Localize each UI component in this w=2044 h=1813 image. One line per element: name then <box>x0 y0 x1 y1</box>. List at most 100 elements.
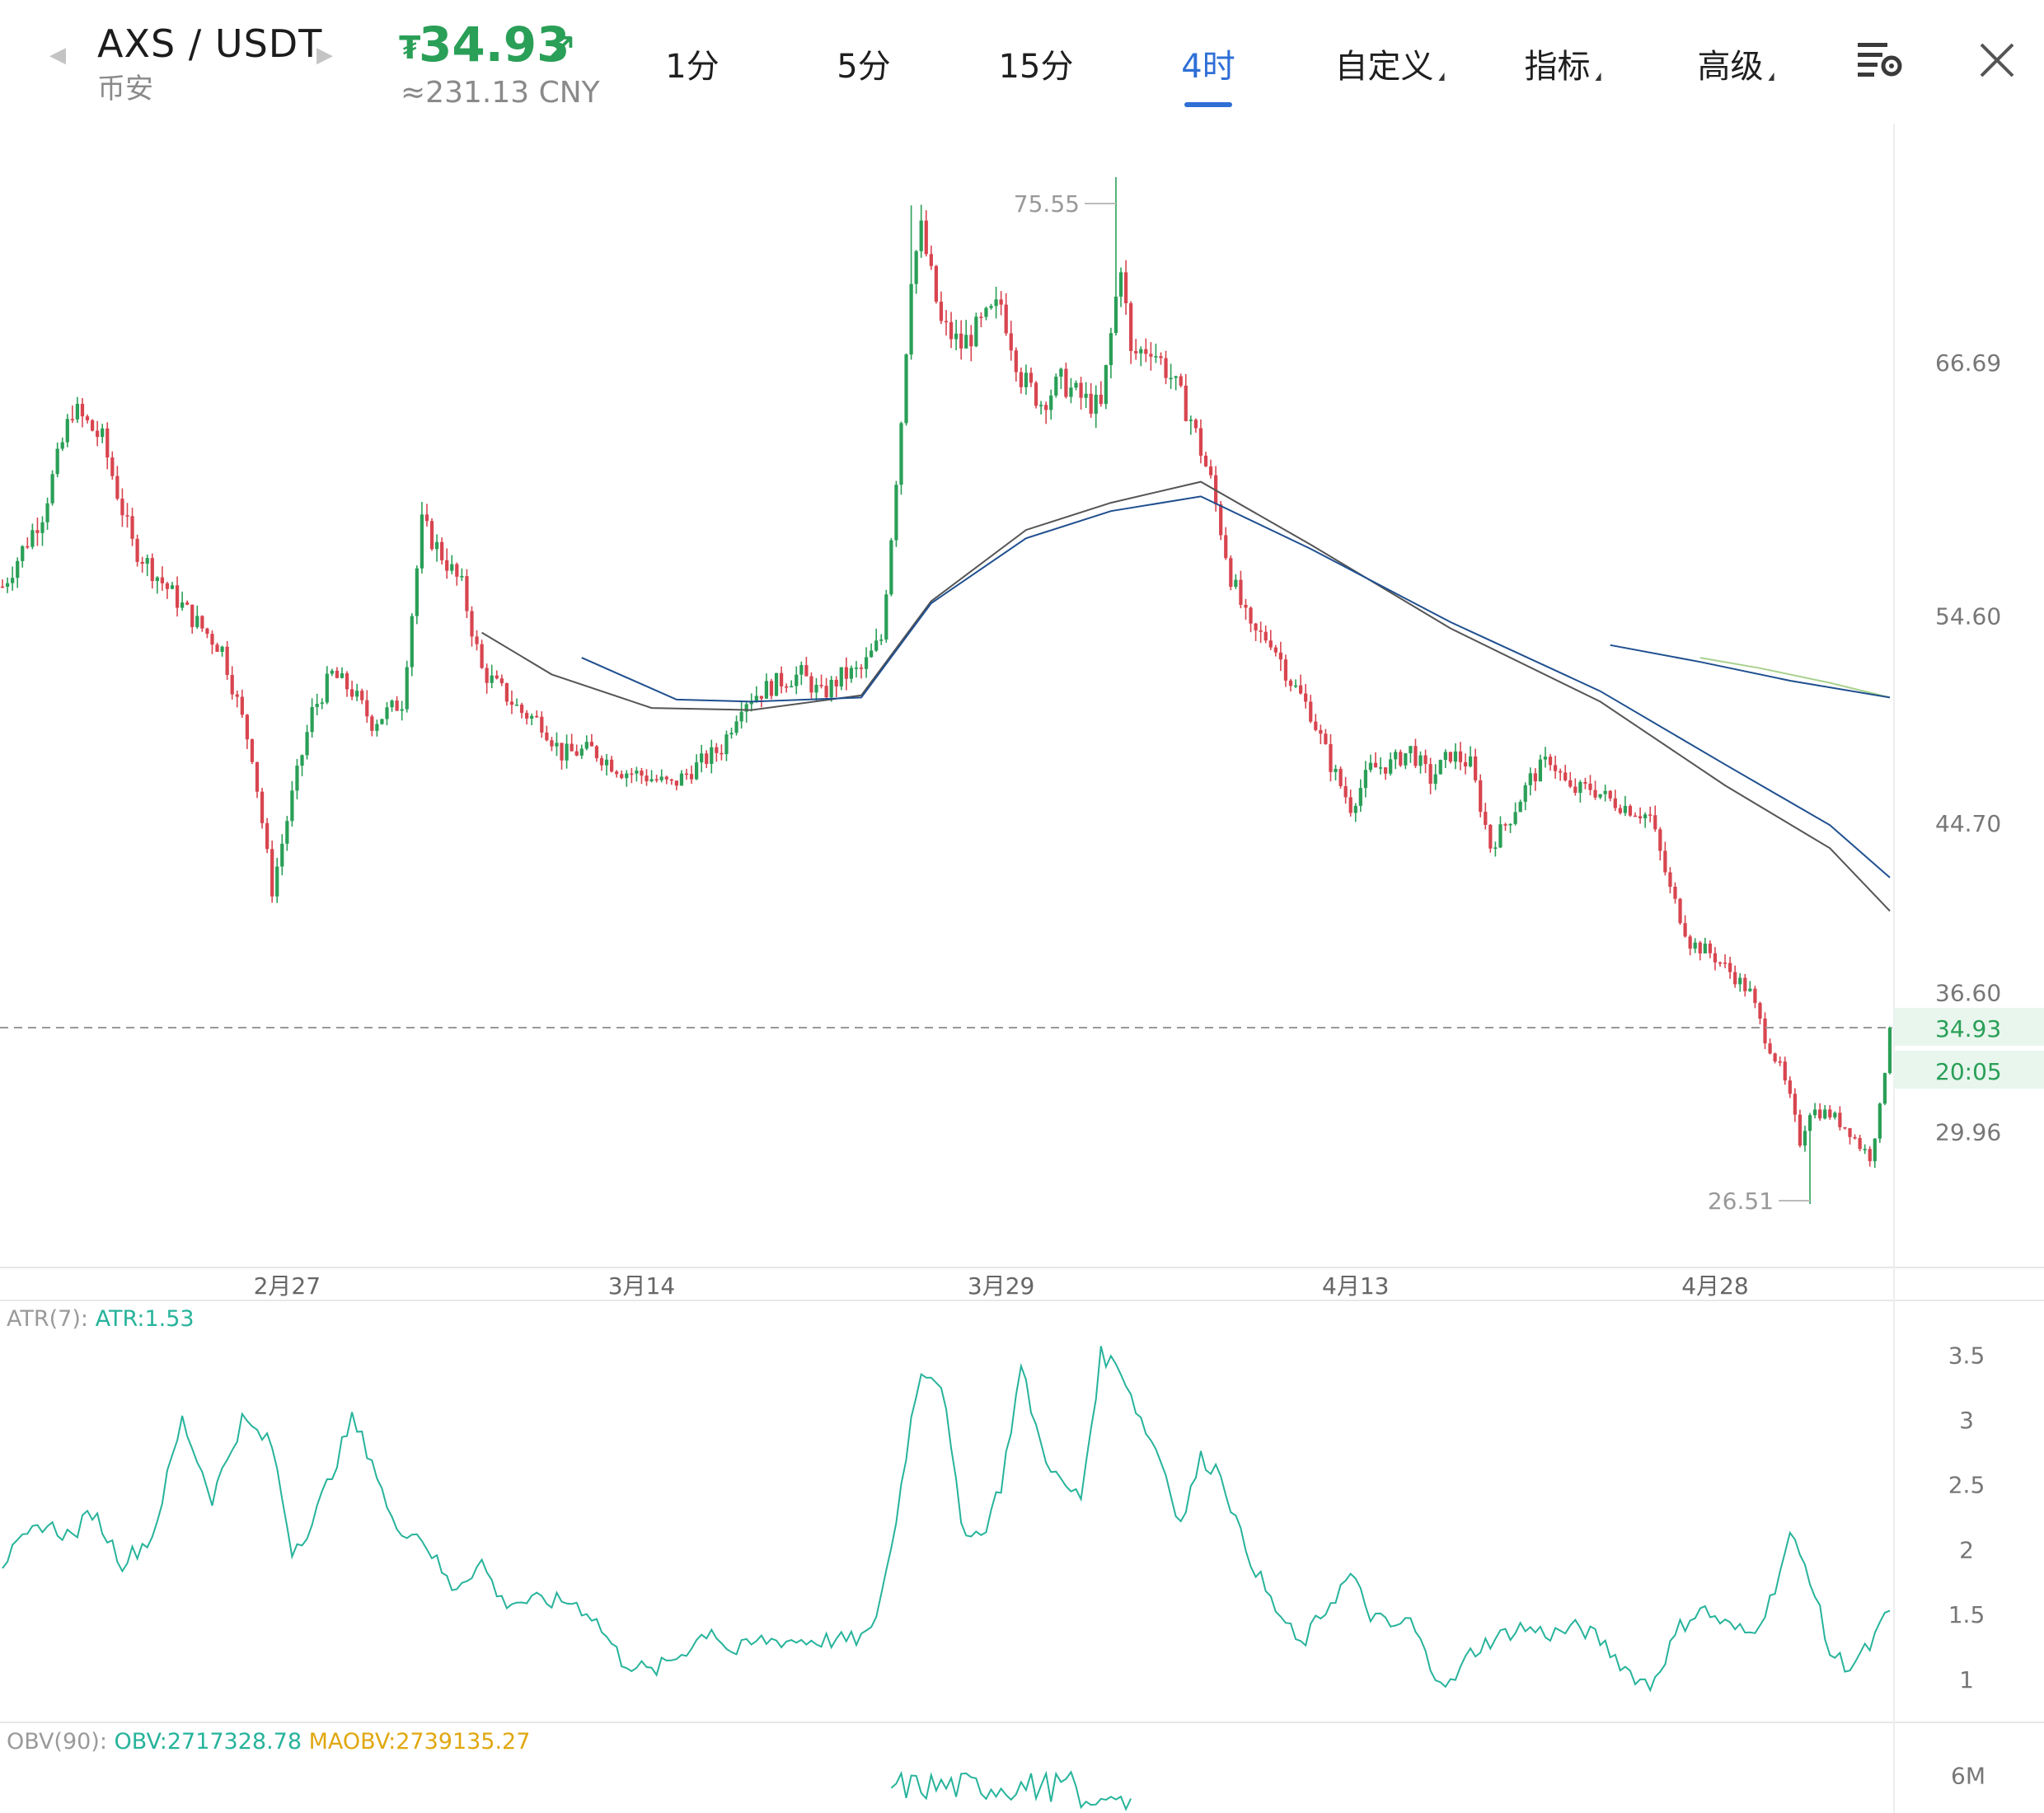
candle-body <box>90 420 95 431</box>
candle-body <box>1174 376 1178 378</box>
candle-body <box>844 667 848 679</box>
candle-body <box>1603 790 1607 794</box>
candle-body <box>894 485 898 541</box>
candle-body <box>1763 1018 1767 1044</box>
candle-body <box>445 560 449 571</box>
candle-body <box>1334 768 1338 772</box>
candle-body <box>640 771 644 776</box>
candle-body <box>1563 772 1568 780</box>
candle-body <box>904 354 908 424</box>
candle-body <box>1129 302 1133 351</box>
candle-body <box>1394 752 1398 760</box>
candle-body <box>1029 372 1034 383</box>
ma-line-blue-3 <box>1610 644 1891 699</box>
tab-custom[interactable]: 自定义 <box>1335 40 1445 87</box>
candle-body <box>1508 823 1512 826</box>
candle-body <box>345 673 349 690</box>
candle-body <box>764 681 769 699</box>
ma-line-blue-1 <box>581 495 1891 878</box>
candle-body <box>1059 368 1063 377</box>
candle-body <box>1788 1080 1792 1094</box>
candle-body <box>1818 1109 1822 1119</box>
candle-body <box>604 759 609 766</box>
candle-body <box>175 585 180 608</box>
candle-body <box>1448 752 1452 762</box>
candle-body <box>200 616 204 629</box>
candle-body <box>1728 963 1732 972</box>
candle-body <box>1878 1103 1882 1139</box>
candle-body <box>1828 1109 1832 1117</box>
candle-body <box>1758 1003 1762 1019</box>
candle-body <box>1009 333 1013 351</box>
candle-body <box>594 746 599 759</box>
candle-body <box>240 696 244 715</box>
low-price-label: 26.51 <box>1708 1188 1774 1215</box>
atr-tick-label: 3.5 <box>1948 1342 1985 1369</box>
candle-body <box>1299 685 1303 694</box>
chart-settings-icon[interactable] <box>1856 40 1904 81</box>
candle-body <box>1868 1149 1872 1162</box>
close-icon[interactable] <box>1978 41 2016 79</box>
candle-body <box>270 849 274 897</box>
candle-body <box>584 742 588 749</box>
candle-body <box>375 724 379 731</box>
candle-body <box>415 568 419 616</box>
candle-body <box>519 704 524 714</box>
candle-body <box>1139 349 1143 354</box>
dropdown-caret-icon <box>1438 73 1445 81</box>
candle-body <box>669 779 673 781</box>
price-axis: 66.69 54.60 44.70 36.60 29.96 34.93 20:05 75.55… <box>0 190 2044 1215</box>
atr-pane: 3.5 3 2.5 2 1.5 1 <box>2 1342 1985 1694</box>
date-tick-label: 4月28 <box>1681 1272 1748 1300</box>
candlestick-series <box>0 176 1892 1204</box>
tab-1m[interactable]: 1分 <box>665 48 720 86</box>
candle-body <box>1598 794 1602 798</box>
tab-indicators[interactable]: 指标 <box>1525 40 1601 87</box>
candle-body <box>1363 770 1367 789</box>
atr-line <box>2 1346 1891 1693</box>
candle-body <box>1239 579 1243 605</box>
candle-body <box>799 665 804 675</box>
candle-body <box>355 691 359 697</box>
candle-body <box>195 616 199 627</box>
high-price-label: 75.55 <box>1014 190 1080 218</box>
candle-body <box>674 780 678 786</box>
next-arrow-icon[interactable]: ▶ <box>316 43 333 68</box>
candle-body <box>1548 757 1553 766</box>
candle-body <box>1498 824 1503 848</box>
candle-body <box>994 299 998 307</box>
candle-body <box>1154 356 1158 358</box>
candle-body <box>1208 466 1213 476</box>
candle-body <box>1353 805 1357 813</box>
candle-body <box>1559 771 1563 773</box>
candle-body <box>210 634 214 645</box>
tab-5m[interactable]: 5分 <box>837 48 891 86</box>
candle-body <box>870 650 874 658</box>
candle-body <box>135 538 139 562</box>
candle-body <box>1423 755 1428 765</box>
candle-body <box>1618 808 1622 813</box>
candle-body <box>729 733 734 735</box>
candle-body <box>929 254 933 266</box>
candle-body <box>1109 333 1113 366</box>
candle-body <box>1409 746 1413 754</box>
candle-body <box>720 752 724 755</box>
candle-body <box>919 220 923 251</box>
tab-4h[interactable]: 4时 <box>1181 48 1235 86</box>
candle-body <box>1463 761 1468 767</box>
candle-body <box>959 333 963 349</box>
candle-body <box>550 740 554 747</box>
candle-body <box>1123 272 1128 303</box>
candle-body <box>525 713 529 719</box>
candle-body <box>1773 1053 1777 1061</box>
candle-body <box>679 773 684 786</box>
prev-arrow-icon[interactable]: ◀ <box>49 43 66 68</box>
candle-body <box>1034 382 1038 406</box>
candle-body <box>429 521 434 550</box>
tab-15m[interactable]: 15分 <box>998 48 1074 86</box>
tab-advanced[interactable]: 高级 <box>1698 40 1774 87</box>
candle-body <box>395 700 399 711</box>
candle-body <box>1038 405 1043 406</box>
chart-grid <box>0 124 2044 1813</box>
